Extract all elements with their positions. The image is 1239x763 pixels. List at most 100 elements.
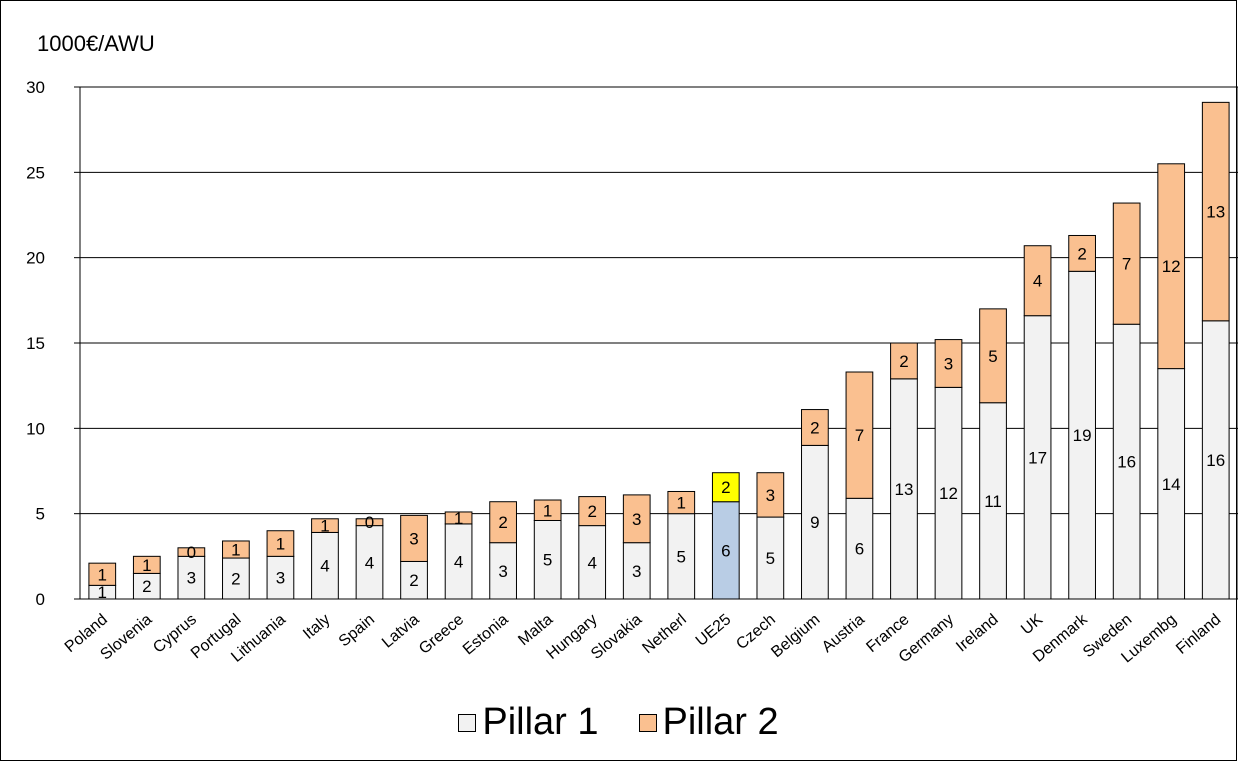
x-tick-label-italy: Italy [300,611,333,643]
bar-pillar-2-ireland [979,308,1007,404]
data-label-pillar-1-italy: 4 [320,557,329,576]
bar-pillar-1-austria [845,497,874,600]
data-label-pillar-2-italy: 1 [320,517,329,536]
data-label-pillar-1-denmark: 19 [1073,426,1092,445]
bar-chart-plot: 05101520253011Poland21Slovenia30Cyprus21… [26,78,1238,666]
bar-pillar-2-germany [934,339,963,388]
data-label-pillar-2-belgium: 2 [810,418,819,437]
legend-swatch-pillar-1 [458,713,477,732]
bar-pillar-2-finland [1201,101,1230,322]
bar-pillar-1-sweden [1112,323,1141,600]
y-tick-label-25: 25 [26,163,45,182]
data-label-pillar-1-greece: 4 [454,552,463,571]
bar-pillar-1-hungary [578,525,607,600]
x-tick-label-greece: Greece [416,611,467,658]
bar-pillar-2-spain [355,518,384,527]
bar-pillar-2-slovakia [622,494,651,544]
data-label-pillar-2-spain: 0 [365,513,374,532]
data-label-pillar-1-uk: 17 [1028,448,1047,467]
data-label-pillar-1-poland: 1 [98,583,107,602]
data-label-pillar-1-estonia: 3 [498,562,507,581]
data-label-pillar-1-luxembg: 14 [1162,475,1181,494]
bar-pillar-1-denmark [1068,270,1096,600]
data-label-pillar-2-czech: 3 [766,486,775,505]
bar-pillar-2-czech [756,472,785,518]
y-tick-label-10: 10 [26,419,45,438]
data-label-pillar-2-uk: 4 [1033,272,1042,291]
bar-pillar-2-lithuania [266,530,295,557]
bar-pillar-1-portugal [222,557,250,600]
legend-label-pillar-2: Pillar 2 [662,701,779,743]
bar-pillar-2-denmark [1068,234,1096,272]
data-label-pillar-2-sweden: 7 [1122,255,1131,274]
y-axis-unit-label: 1000€/AWU [37,31,155,56]
bar-pillar-2-netherl [667,490,696,515]
bar-pillar-1-belgium [801,444,829,600]
x-tick-label-ireland: Ireland [953,611,1001,655]
bar-pillar-2-greece [444,511,473,525]
data-label-pillar-2-ireland: 5 [988,347,997,366]
bar-pillar-1-germany [934,386,963,600]
y-tick-label-30: 30 [26,78,45,97]
x-tick-label-spain: Spain [336,611,378,650]
chart-legend: Pillar 1 Pillar 2 [1,701,1236,744]
data-label-pillar-2-netherl: 1 [677,494,686,513]
data-label-pillar-2-denmark: 2 [1077,244,1086,263]
bar-pillar-2-malta [533,499,562,521]
x-tick-label-austria: Austria [819,611,868,656]
bar-pillar-1-luxembg [1157,368,1186,600]
data-label-pillar-2-slovakia: 3 [632,510,641,529]
data-label-pillar-1-malta: 5 [543,551,552,570]
bar-pillar-2-ue25 [711,472,740,503]
data-label-pillar-2-hungary: 2 [587,502,596,521]
data-label-pillar-2-luxembg: 12 [1162,257,1181,276]
bar-pillar-1-slovakia [622,542,651,600]
bar-pillar-2-latvia [400,514,428,562]
data-label-pillar-2-cyprus: 0 [187,543,196,562]
legend-swatch-pillar-2 [638,713,657,732]
bar-pillar-2-poland [88,562,117,586]
bar-pillar-1-france [890,378,918,600]
x-tick-label-belgium: Belgium [768,611,823,661]
data-label-pillar-2-poland: 1 [98,565,107,584]
bar-pillar-1-spain [355,525,384,600]
data-label-pillar-2-latvia: 3 [409,529,418,548]
data-label-pillar-1-ireland: 11 [984,492,1002,511]
bar-pillar-2-portugal [222,540,250,559]
bar-pillar-1-estonia [489,542,517,600]
data-label-pillar-2-germany: 3 [944,354,953,373]
data-label-pillar-1-spain: 4 [365,553,374,572]
bar-pillar-2-uk [1023,245,1052,317]
data-label-pillar-1-slovakia: 3 [632,562,641,581]
data-label-pillar-1-czech: 5 [766,549,775,568]
data-label-pillar-1-portugal: 2 [231,570,240,589]
bar-pillar-2-belgium [801,409,829,446]
bar-pillar-1-lithuania [266,555,295,600]
data-label-pillar-2-estonia: 2 [498,513,507,532]
y-tick-label-20: 20 [26,249,45,268]
data-label-pillar-1-austria: 6 [855,540,864,559]
bar-pillar-2-cyprus [177,547,206,557]
data-label-pillar-2-slovenia: 1 [142,556,151,575]
data-label-pillar-1-sweden: 16 [1117,453,1136,472]
data-label-pillar-2-portugal: 1 [231,541,240,560]
bar-pillar-1-greece [444,523,473,600]
legend-item-pillar-2: Pillar 2 [638,701,779,744]
legend-item-pillar-1: Pillar 1 [458,701,599,744]
bar-pillar-1-uk [1023,315,1052,600]
data-label-pillar-2-lithuania: 1 [276,535,285,554]
x-tick-label-slovakia: Slovakia [588,611,645,663]
data-label-pillar-1-slovenia: 2 [142,577,151,596]
data-label-pillar-1-germany: 12 [939,484,958,503]
bar-pillar-1-malta [533,519,562,600]
data-label-pillar-1-belgium: 9 [810,513,819,532]
data-label-pillar-2-austria: 7 [855,426,864,445]
bar-pillar-2-italy [311,518,339,533]
data-label-pillar-1-lithuania: 3 [276,569,285,588]
data-label-pillar-2-ue25: 2 [721,478,730,497]
bar-pillar-2-austria [845,371,874,499]
data-label-pillar-2-greece: 1 [454,509,463,528]
bar-pillar-2-france [890,342,918,380]
data-label-pillar-2-malta: 1 [543,501,552,520]
bar-pillar-2-hungary [578,496,607,527]
